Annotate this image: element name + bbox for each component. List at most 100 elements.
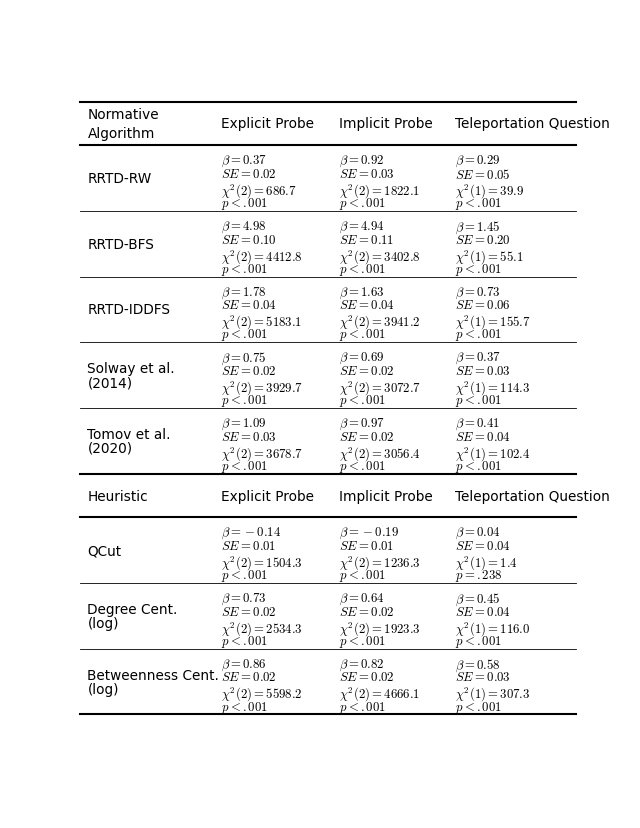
Text: $SE = 0.04$: $SE = 0.04$	[456, 539, 511, 552]
Text: RRTD-IDDFS: RRTD-IDDFS	[88, 303, 170, 317]
Text: $\chi^2(1) = 55.1$: $\chi^2(1) = 55.1$	[456, 248, 524, 265]
Text: $\beta = 0.75$: $\beta = 0.75$	[221, 350, 267, 367]
Text: $p < .001$: $p < .001$	[221, 195, 268, 212]
Text: $SE = 0.03$: $SE = 0.03$	[456, 671, 511, 684]
Text: $SE = 0.04$: $SE = 0.04$	[221, 299, 277, 312]
Text: $p < .001$: $p < .001$	[221, 633, 268, 649]
Text: $\beta = 0.41$: $\beta = 0.41$	[456, 416, 500, 431]
Text: Explicit Probe: Explicit Probe	[221, 489, 314, 503]
Text: $\beta = 0.58$: $\beta = 0.58$	[456, 657, 501, 673]
Text: $\beta = 1.45$: $\beta = 1.45$	[456, 219, 501, 236]
Text: Degree Cent.: Degree Cent.	[88, 602, 178, 616]
Text: $\chi^2(2) = 3941.2$: $\chi^2(2) = 3941.2$	[339, 313, 421, 331]
Text: $p < .001$: $p < .001$	[221, 459, 268, 474]
Text: Normative
Algorithm: Normative Algorithm	[88, 108, 159, 141]
Text: $p < .001$: $p < .001$	[456, 195, 502, 212]
Text: $\chi^2(2) = 5598.2$: $\chi^2(2) = 5598.2$	[221, 685, 303, 703]
Text: $p < .001$: $p < .001$	[456, 327, 502, 343]
Text: $p < .001$: $p < .001$	[339, 699, 387, 715]
Text: $SE = 0.02$: $SE = 0.02$	[221, 671, 277, 684]
Text: $\chi^2(2) = 3678.7$: $\chi^2(2) = 3678.7$	[221, 445, 303, 462]
Text: $\beta = 1.78$: $\beta = 1.78$	[221, 285, 267, 301]
Text: $\beta = 0.82$: $\beta = 0.82$	[339, 657, 385, 672]
Text: $\chi^2(2) = 4666.1$: $\chi^2(2) = 4666.1$	[339, 685, 420, 703]
Text: $p < .001$: $p < .001$	[339, 633, 387, 649]
Text: $p < .001$: $p < .001$	[456, 699, 502, 715]
Text: $\beta = -0.14$: $\beta = -0.14$	[221, 525, 282, 541]
Text: $SE = 0.02$: $SE = 0.02$	[339, 671, 395, 684]
Text: $SE = 0.10$: $SE = 0.10$	[221, 233, 277, 246]
Text: $p < .001$: $p < .001$	[456, 392, 502, 409]
Text: $SE = 0.02$: $SE = 0.02$	[221, 364, 277, 378]
Text: (2020): (2020)	[88, 441, 132, 455]
Text: $\chi^2(2) = 3402.8$: $\chi^2(2) = 3402.8$	[339, 248, 421, 265]
Text: $p < .001$: $p < .001$	[221, 699, 268, 715]
Text: $SE = 0.05$: $SE = 0.05$	[456, 167, 511, 181]
Text: $\chi^2(2) = 3072.7$: $\chi^2(2) = 3072.7$	[339, 378, 422, 397]
Text: $SE = 0.02$: $SE = 0.02$	[339, 605, 395, 618]
Text: $\chi^2(2) = 1236.3$: $\chi^2(2) = 1236.3$	[339, 553, 421, 571]
Text: (log): (log)	[88, 616, 119, 630]
Text: QCut: QCut	[88, 543, 122, 557]
Text: $\beta = 0.37$: $\beta = 0.37$	[221, 153, 268, 169]
Text: $\chi^2(2) = 3929.7$: $\chi^2(2) = 3929.7$	[221, 378, 303, 397]
Text: $p < .001$: $p < .001$	[456, 633, 502, 649]
Text: $\beta = -0.19$: $\beta = -0.19$	[339, 525, 399, 541]
Text: $SE = 0.02$: $SE = 0.02$	[339, 364, 395, 378]
Text: $p < .001$: $p < .001$	[456, 459, 502, 474]
Text: $SE = 0.03$: $SE = 0.03$	[221, 431, 277, 443]
Text: $\beta = 0.29$: $\beta = 0.29$	[456, 153, 501, 169]
Text: $SE = 0.03$: $SE = 0.03$	[339, 167, 396, 181]
Text: $SE = 0.01$: $SE = 0.01$	[339, 539, 395, 552]
Text: (2014): (2014)	[88, 376, 132, 390]
Text: $p = .238$: $p = .238$	[456, 567, 503, 583]
Text: $\chi^2(1) = 155.7$: $\chi^2(1) = 155.7$	[456, 313, 531, 331]
Text: $\beta = 0.73$: $\beta = 0.73$	[456, 285, 501, 301]
Text: $\beta = 0.45$: $\beta = 0.45$	[456, 591, 501, 607]
Text: $\chi^2(1) = 1.4$: $\chi^2(1) = 1.4$	[456, 553, 518, 571]
Text: Heuristic: Heuristic	[88, 489, 148, 503]
Text: Betweenness Cent.: Betweenness Cent.	[88, 667, 220, 681]
Text: $\beta = 4.94$: $\beta = 4.94$	[339, 219, 385, 234]
Text: $p < .001$: $p < .001$	[339, 567, 387, 583]
Text: $\beta = 0.69$: $\beta = 0.69$	[339, 350, 385, 366]
Text: $SE = 0.01$: $SE = 0.01$	[221, 539, 276, 552]
Text: Teleportation Question: Teleportation Question	[456, 489, 611, 503]
Text: $\chi^2(2) = 686.7$: $\chi^2(2) = 686.7$	[221, 181, 297, 200]
Text: $\beta = 1.63$: $\beta = 1.63$	[339, 285, 385, 301]
Text: $p < .001$: $p < .001$	[339, 195, 387, 212]
Text: RRTD-BFS: RRTD-BFS	[88, 238, 154, 252]
Text: $\chi^2(1) = 114.3$: $\chi^2(1) = 114.3$	[456, 378, 531, 397]
Text: $\beta = 0.37$: $\beta = 0.37$	[456, 350, 502, 366]
Text: $\chi^2(2) = 1923.3$: $\chi^2(2) = 1923.3$	[339, 619, 421, 637]
Text: $\beta = 1.09$: $\beta = 1.09$	[221, 416, 267, 431]
Text: RRTD-RW: RRTD-RW	[88, 171, 152, 185]
Text: $SE = 0.06$: $SE = 0.06$	[456, 299, 511, 312]
Text: $SE = 0.02$: $SE = 0.02$	[221, 605, 277, 618]
Text: $\chi^2(2) = 5183.1$: $\chi^2(2) = 5183.1$	[221, 313, 303, 331]
Text: Implicit Probe: Implicit Probe	[339, 118, 433, 131]
Text: $\beta = 0.73$: $\beta = 0.73$	[221, 591, 267, 606]
Text: Explicit Probe: Explicit Probe	[221, 118, 314, 131]
Text: $p < .001$: $p < .001$	[339, 327, 387, 343]
Text: $\beta = 4.98$: $\beta = 4.98$	[221, 219, 267, 234]
Text: $p < .001$: $p < .001$	[456, 262, 502, 277]
Text: Implicit Probe: Implicit Probe	[339, 489, 433, 503]
Text: $\beta = 0.97$: $\beta = 0.97$	[339, 416, 385, 431]
Text: $SE = 0.20$: $SE = 0.20$	[456, 233, 511, 246]
Text: $p < .001$: $p < .001$	[339, 262, 387, 277]
Text: $\chi^2(2) = 2534.3$: $\chi^2(2) = 2534.3$	[221, 619, 303, 637]
Text: $\beta = 0.64$: $\beta = 0.64$	[339, 591, 385, 606]
Text: $SE = 0.03$: $SE = 0.03$	[456, 364, 511, 378]
Text: $SE = 0.04$: $SE = 0.04$	[456, 605, 511, 618]
Text: $p < .001$: $p < .001$	[221, 567, 268, 583]
Text: $p < .001$: $p < .001$	[221, 262, 268, 277]
Text: $\chi^2(2) = 3056.4$: $\chi^2(2) = 3056.4$	[339, 445, 421, 462]
Text: $\beta = 0.04$: $\beta = 0.04$	[456, 525, 501, 541]
Text: Tomov et al.: Tomov et al.	[88, 427, 171, 441]
Text: $SE = 0.11$: $SE = 0.11$	[339, 233, 395, 246]
Text: $SE = 0.04$: $SE = 0.04$	[456, 431, 511, 443]
Text: $\chi^2(1) = 102.4$: $\chi^2(1) = 102.4$	[456, 445, 531, 462]
Text: Teleportation Question: Teleportation Question	[456, 118, 611, 131]
Text: Solway et al.: Solway et al.	[88, 362, 175, 376]
